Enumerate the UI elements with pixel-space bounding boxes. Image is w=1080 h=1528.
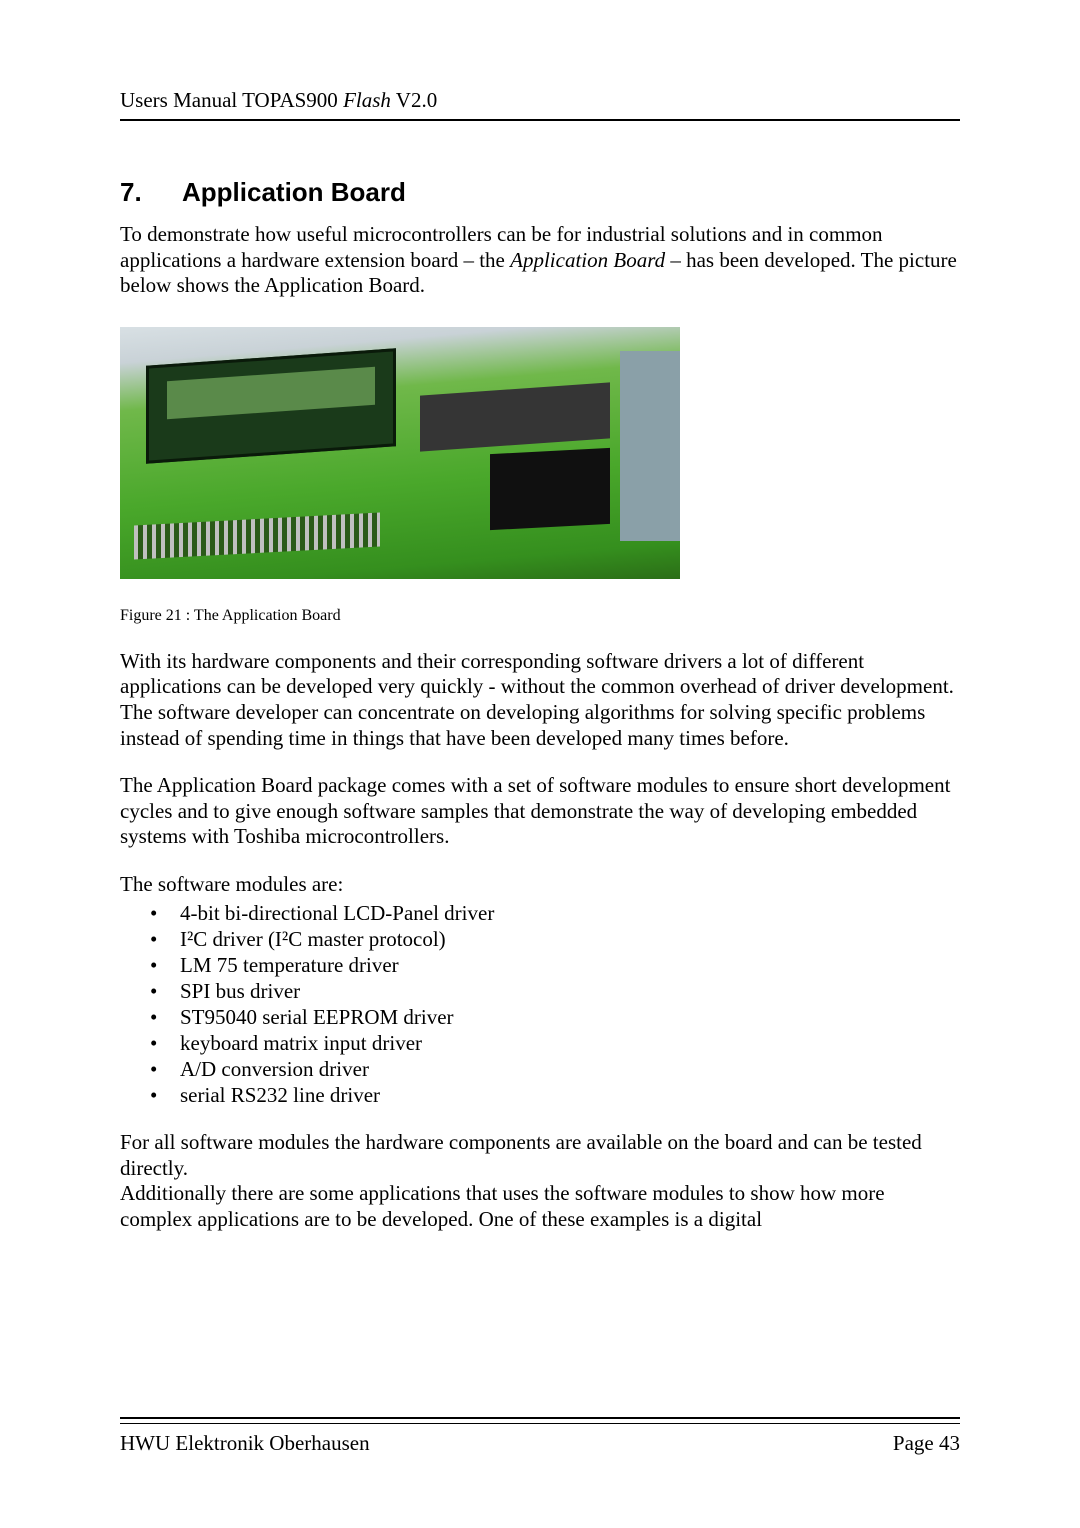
header-italic: Flash [343, 88, 391, 112]
header-prefix: Users Manual TOPAS900 [120, 88, 343, 112]
section-heading: 7.Application Board [120, 177, 960, 208]
list-item: ST95040 serial EEPROM driver [120, 1004, 960, 1030]
board-pins-icon [134, 512, 380, 559]
paragraph-additionally: Additionally there are some applications… [120, 1181, 960, 1232]
list-item: 4-bit bi-directional LCD-Panel driver [120, 900, 960, 926]
intro-italic: Application Board [510, 248, 665, 272]
list-item: A/D conversion driver [120, 1056, 960, 1082]
page-header: Users Manual TOPAS900 Flash V2.0 [120, 88, 960, 121]
paragraph-available: For all software modules the hardware co… [120, 1130, 960, 1181]
footer-page-number: Page 43 [893, 1431, 960, 1456]
list-item: keyboard matrix input driver [120, 1030, 960, 1056]
board-ic-icon [490, 448, 610, 530]
application-board-photo [120, 327, 680, 579]
list-item: serial RS232 line driver [120, 1082, 960, 1108]
paragraph-hardware: With its hardware components and their c… [120, 649, 960, 751]
intro-paragraph: To demonstrate how useful microcontrolle… [120, 222, 960, 299]
list-item: LM 75 temperature driver [120, 952, 960, 978]
list-item: SPI bus driver [120, 978, 960, 1004]
paragraph-package: The Application Board package comes with… [120, 773, 960, 850]
page-footer: HWU Elektronik Oberhausen Page 43 [120, 1417, 960, 1456]
section-title-text: Application Board [182, 177, 406, 207]
software-modules-list: 4-bit bi-directional LCD-Panel driver I²… [120, 900, 960, 1108]
board-connector-icon [620, 351, 680, 541]
header-suffix: V2.0 [391, 88, 437, 112]
section-number: 7. [120, 177, 182, 208]
footer-left: HWU Elektronik Oberhausen [120, 1431, 370, 1456]
modules-intro: The software modules are: [120, 872, 960, 898]
figure-caption: Figure 21 : The Application Board [120, 607, 960, 625]
list-item: I²C driver (I²C master protocol) [120, 926, 960, 952]
board-lcd-icon [146, 348, 396, 463]
board-chips-icon [420, 382, 610, 451]
